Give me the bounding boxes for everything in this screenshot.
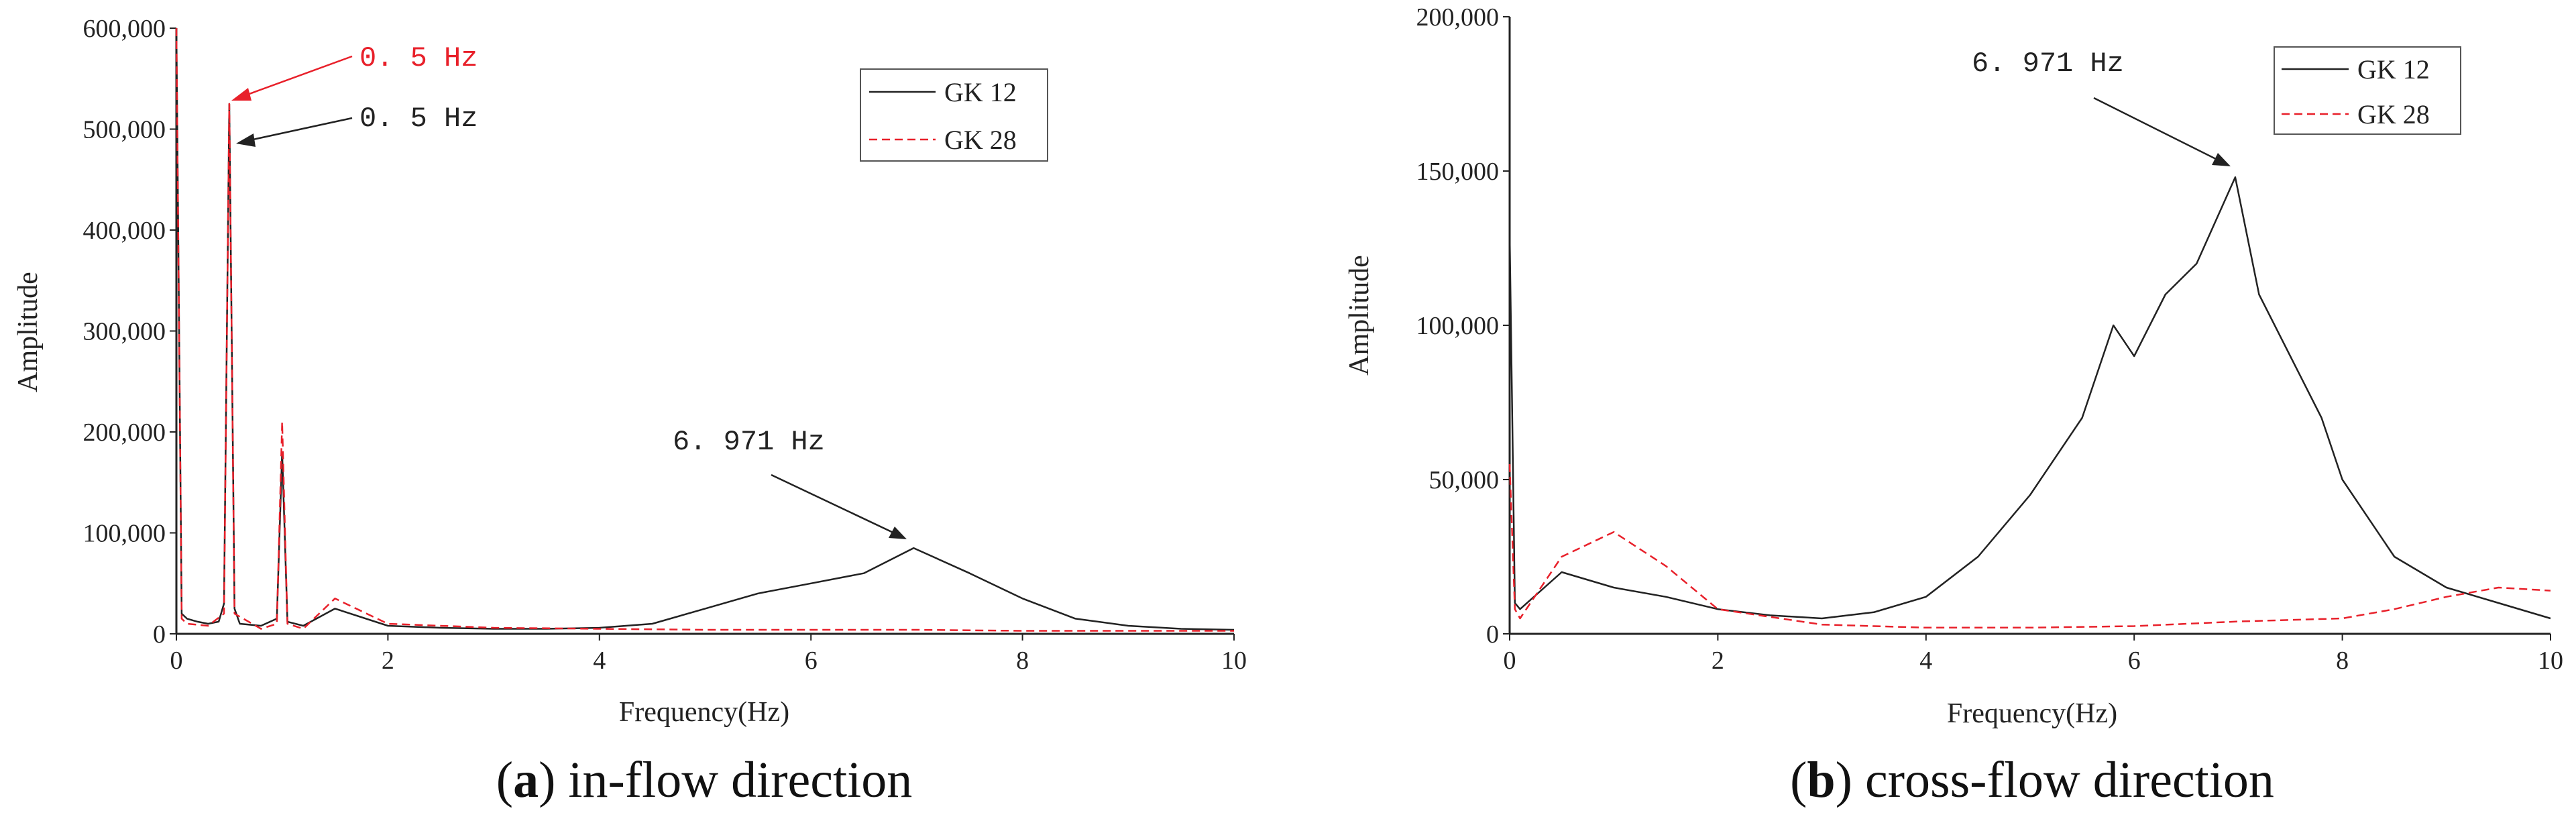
panel-b-x-tick-label: 2 <box>1712 647 1724 675</box>
panel-a-y-tick-label: 500,000 <box>83 116 166 144</box>
panel-a-caption-text: in-flow direction <box>555 752 912 808</box>
panel-b-x-tick-label: 4 <box>1919 647 1932 675</box>
panel-a-series-gk12 <box>175 27 1235 631</box>
panel-a-x-axis-title: Frequency(Hz) <box>619 697 789 728</box>
panel-b-y-tick-label: 200,000 <box>1416 3 1500 32</box>
panel-b-annotation-6.971hz: 6. 971 Hz <box>1972 48 2124 80</box>
panel-b-y-tick-label: 100,000 <box>1416 312 1500 340</box>
panel-b-x-tick-label: 0 <box>1504 647 1516 675</box>
panel-a-arrowhead-black <box>236 133 256 147</box>
panel-b-y-tick-label: 50,000 <box>1429 466 1500 494</box>
panel-b-legend-box <box>2274 46 2461 135</box>
panel-b-x-ticks: 0 2 4 6 8 10 <box>1504 634 2563 675</box>
panel-b-arrowhead-6.971hz <box>2212 153 2231 166</box>
panel-a-x-tick-label: 10 <box>1221 647 1247 675</box>
panel-a-legend-box <box>860 68 1048 162</box>
panel-a-annotation-red-0.5hz: 0. 5 Hz <box>359 42 478 74</box>
panel-b-annotations: 6. 971 Hz <box>1972 48 2231 166</box>
panel-a-y-tick-label: 0 <box>153 620 166 649</box>
panel-b-caption-letter: b <box>1807 752 1835 808</box>
panel-a-y-tick-label: 400,000 <box>83 217 166 245</box>
panel-a-y-tick-label: 100,000 <box>83 520 166 548</box>
panel-a-series <box>175 27 1235 632</box>
panel-b-series-gk12 <box>1508 176 2551 620</box>
panel-b-x-tick-label: 8 <box>2336 647 2349 675</box>
panel-a-caption: (a) in-flow direction <box>496 752 912 808</box>
panel-a-x-ticks: 0 2 4 6 8 10 <box>170 634 1247 675</box>
panel-a-x-tick-label: 0 <box>170 647 183 675</box>
panel-a-x-tick-label: 6 <box>805 647 818 675</box>
panel-b-x-tick-label: 6 <box>2128 647 2141 675</box>
panel-b-caption: (b) cross-flow direction <box>1790 752 2274 808</box>
panel-a-arrow-red <box>239 55 353 99</box>
panel-b-series <box>1508 176 2551 629</box>
panel-b-legend: GK 12 GK 28 <box>2274 46 2461 135</box>
panel-a-x-tick-label: 2 <box>382 647 394 675</box>
panel-a-y-tick-label: 300,000 <box>83 318 166 346</box>
panel-b-chart: 0 50,000 100,000 150,000 200,000 0 2 4 6 8 10 Amp… <box>1344 3 2563 808</box>
panel-b-y-ticks: 0 50,000 100,000 150,000 200,000 <box>1416 3 1510 649</box>
panel-a-arrowhead-6.971hz <box>889 527 907 539</box>
panel-a-caption-letter: a <box>513 752 539 808</box>
panel-a-arrow-black <box>246 117 353 142</box>
panel-a-legend: GK 12 GK 28 <box>860 68 1048 162</box>
panel-a-legend-label-gk28: GK 28 <box>944 125 1017 155</box>
panel-b-legend-label-gk28: GK 28 <box>2357 99 2430 129</box>
panel-a-arrowhead-red <box>231 88 251 101</box>
panel-b-series-gk28 <box>1508 463 2551 629</box>
panel-a-chart: 0 100,000 200,000 300,000 400,000 500,000 600,… <box>13 15 1247 808</box>
panel-b-y-tick-label: 150,000 <box>1416 158 1500 186</box>
panel-a-x-tick-label: 4 <box>593 647 606 675</box>
panel-b-caption-text: cross-flow direction <box>1852 752 2274 808</box>
panel-b-arrow-6.971hz <box>2093 97 2221 162</box>
panel-a-legend-label-gk12: GK 12 <box>944 77 1017 107</box>
panel-a-arrow-6.971hz <box>771 474 898 536</box>
panel-a-y-tick-label: 600,000 <box>83 15 166 43</box>
panel-a-axes <box>175 28 1234 635</box>
panel-b-y-axis-title: Amplitude <box>1344 255 1375 376</box>
panel-a-y-axis-title: Amplitude <box>13 272 44 392</box>
panel-b-x-axis-title: Frequency(Hz) <box>1947 698 2117 729</box>
panel-a-y-ticks: 0 100,000 200,000 300,000 400,000 500,000 600,… <box>83 15 176 649</box>
panel-b-legend-label-gk12: GK 12 <box>2357 54 2430 85</box>
panel-a-annotation-black-0.5hz: 0. 5 Hz <box>359 103 478 135</box>
panel-a-annotations: 0. 5 Hz 0. 5 Hz 6. 971 Hz <box>231 42 907 539</box>
panel-b-x-tick-label: 10 <box>2538 647 2563 675</box>
panel-a-annotation-6.971hz: 6. 971 Hz <box>673 426 825 458</box>
panel-a-x-tick-label: 8 <box>1016 647 1029 675</box>
panel-b-y-tick-label: 0 <box>1486 620 1499 649</box>
panel-a-y-tick-label: 200,000 <box>83 419 166 447</box>
panel-a-series-gk28 <box>175 27 1234 632</box>
